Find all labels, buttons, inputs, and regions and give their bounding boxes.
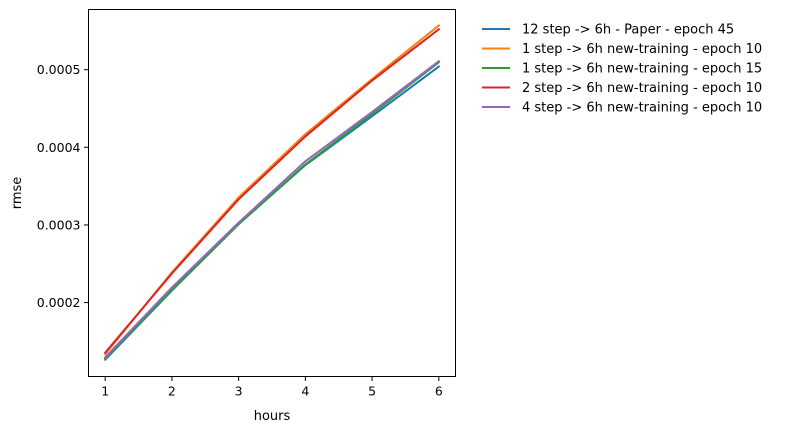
x-tick-label: 2 <box>168 384 176 399</box>
legend-label: 12 step -> 6h - Paper - epoch 45 <box>522 23 734 38</box>
x-axis: 1 2 3 4 5 6 <box>101 376 443 399</box>
legend-item: 12 step -> 6h - Paper - epoch 45 <box>482 23 734 38</box>
legend-item: 4 step -> 6h new-training - epoch 10 <box>482 101 762 116</box>
y-tick-label: 0.0004 <box>37 140 81 155</box>
x-tick-label: 4 <box>301 384 309 399</box>
series-line-4 <box>103 27 441 355</box>
legend-label: 2 step -> 6h new-training - epoch 10 <box>522 81 762 96</box>
legend-item: 2 step -> 6h new-training - epoch 10 <box>482 81 762 96</box>
legend-item: 1 step -> 6h new-training - epoch 15 <box>482 62 762 77</box>
x-tick-label: 6 <box>435 384 443 399</box>
legend-label: 1 step -> 6h new-training - epoch 15 <box>522 62 762 77</box>
y-axis-label: rmse <box>10 177 25 210</box>
x-axis-label: hours <box>254 409 291 424</box>
legend: 12 step -> 6h - Paper - epoch 45 1 step -… <box>482 23 762 116</box>
series-line-3 <box>103 60 441 360</box>
y-tick-label: 0.0003 <box>37 217 81 232</box>
y-tick-label: 0.0002 <box>37 295 81 310</box>
series-line-1 <box>103 65 441 362</box>
legend-label: 1 step -> 6h new-training - epoch 10 <box>522 42 762 57</box>
x-tick-label: 5 <box>368 384 376 399</box>
legend-item: 1 step -> 6h new-training - epoch 10 <box>482 42 762 57</box>
series-layer <box>103 24 441 362</box>
x-tick-label: 1 <box>101 384 109 399</box>
y-tick-label: 0.0005 <box>37 62 81 77</box>
plot-frame <box>88 9 456 377</box>
legend-label: 4 step -> 6h new-training - epoch 10 <box>522 101 762 116</box>
y-axis: 0.0002 0.0003 0.0004 0.0005 <box>37 62 89 310</box>
x-tick-label: 3 <box>235 384 243 399</box>
series-line-5 <box>103 59 441 359</box>
